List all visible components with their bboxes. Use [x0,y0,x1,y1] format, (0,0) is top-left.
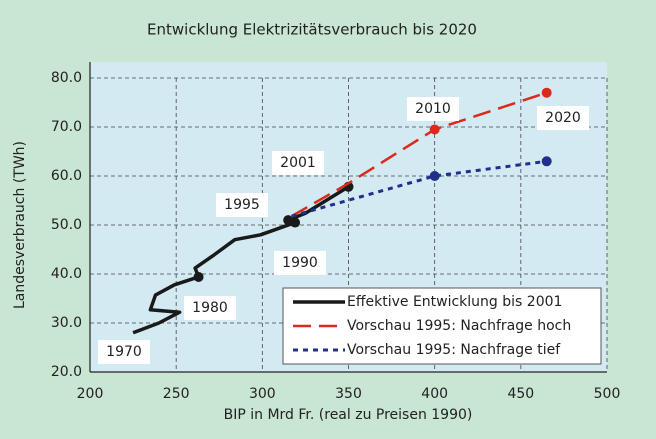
y-tick-label: 40.0 [51,266,82,282]
series-point [541,87,552,98]
x-tick-label: 250 [163,386,190,402]
annotation-box [216,193,268,217]
annotation-box [407,97,459,121]
series-line [291,159,547,218]
annotation-box [184,296,236,320]
y-tick-label: 80.0 [51,70,82,86]
y-tick-label: 70.0 [51,119,82,135]
x-tick-label: 500 [594,386,621,402]
x-tick-label: 350 [335,386,362,402]
annotation: 1980 [192,300,228,316]
annotation: 1995 [224,197,260,213]
annotation-box [537,106,589,130]
x-tick-label: 300 [249,386,276,402]
y-axis-label: Landesverbrauch (TWh) [12,141,28,309]
series-point [541,156,552,167]
annotation: 2020 [545,110,581,126]
annotation-box [274,251,326,275]
series-line [291,91,548,218]
series-point [429,124,440,135]
chart-title: Entwicklung Elektrizitätsverbrauch bis 2… [147,21,477,39]
series-point [429,171,440,181]
legend-label: Vorschau 1995: Nachfrage hoch [347,318,571,334]
legend-label: Effektive Entwicklung bis 2001 [347,294,562,310]
series-line [132,185,350,335]
series-point [193,271,204,282]
y-tick-label: 20.0 [51,364,82,380]
annotation: 2010 [415,101,451,117]
x-axis-label: BIP in Mrd Fr. (real zu Preisen 1990) [224,407,473,423]
annotation: 1970 [106,344,142,360]
series-point [283,215,294,226]
legend-label: Vorschau 1995: Nachfrage tief [347,342,561,358]
x-tick-label: 450 [507,386,534,402]
y-tick-label: 60.0 [51,168,82,184]
y-tick-label: 50.0 [51,217,82,233]
annotation: 2001 [280,155,316,171]
annotation-box [98,340,150,364]
x-tick-label: 400 [421,386,448,402]
annotation: 1990 [282,255,318,271]
y-tick-label: 30.0 [51,315,82,331]
x-tick-label: 200 [77,386,104,402]
annotation-box [272,151,324,175]
